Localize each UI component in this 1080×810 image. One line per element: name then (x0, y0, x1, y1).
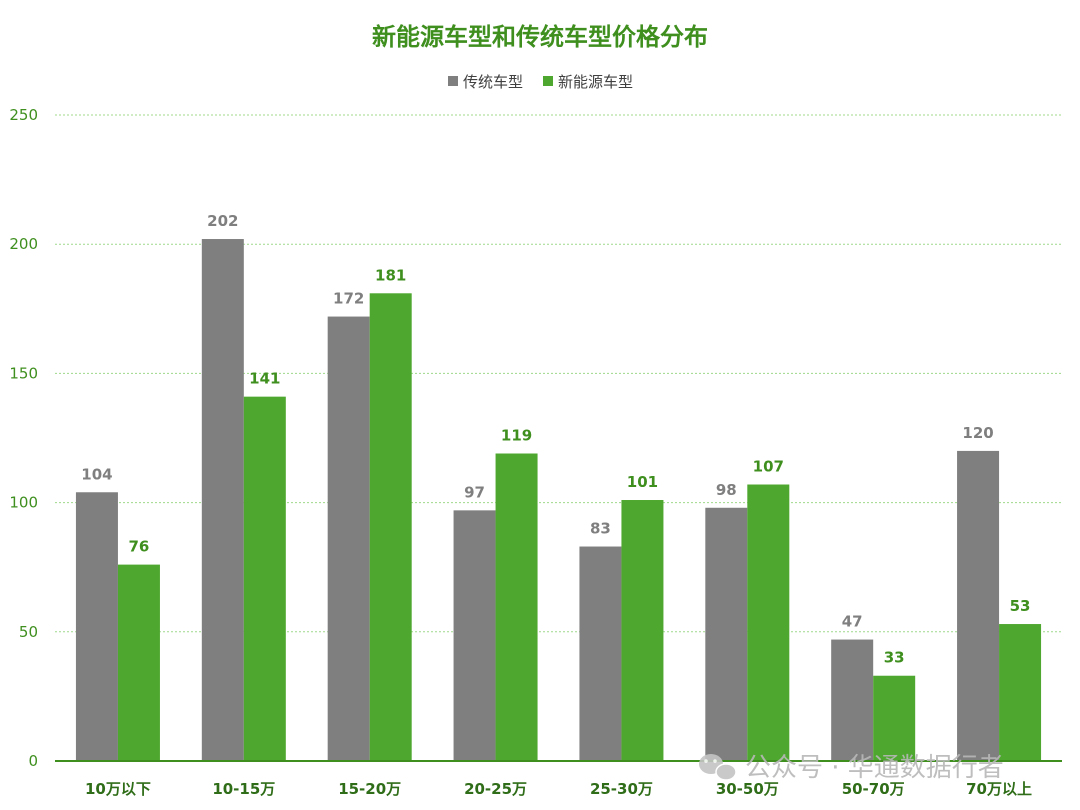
bar-traditional (957, 450, 1000, 761)
y-tick-label: 100 (9, 494, 38, 512)
y-axis: 0 50 100 150 200 250 (9, 106, 38, 770)
bar-nev (243, 396, 286, 761)
data-label-traditional: 172 (333, 290, 364, 308)
bar-traditional (453, 510, 496, 761)
x-axis: 10万以下 10-15万 15-20万 20-25万 25-30万 30-50万 50-70… (55, 760, 1062, 798)
y-tick-label: 50 (19, 623, 38, 641)
bar-traditional (75, 492, 118, 761)
legend-label: 传统车型 (463, 73, 523, 91)
legend-swatch (543, 76, 553, 86)
data-label-nev: 119 (501, 427, 532, 445)
x-tick-label: 30-50万 (716, 780, 779, 798)
data-label-traditional: 98 (716, 481, 737, 499)
x-tick-label: 10-15万 (212, 780, 275, 798)
data-label-traditional: 97 (464, 483, 485, 501)
watermark-text: 公众号 · 华通数据行者 (745, 753, 1004, 783)
bar-nev (747, 484, 790, 761)
data-label-nev: 33 (884, 649, 905, 667)
x-tick-label: 10万以下 (85, 780, 151, 798)
y-tick-label: 200 (9, 235, 38, 253)
y-tick-label: 0 (28, 752, 38, 770)
bar-nev (999, 624, 1042, 761)
data-label-traditional: 120 (962, 424, 993, 442)
legend-label: 新能源车型 (558, 73, 633, 91)
wechat-icon (699, 754, 737, 781)
data-label-nev: 101 (627, 473, 658, 491)
bar-traditional (831, 639, 874, 761)
data-label-traditional: 202 (207, 212, 238, 230)
bars (75, 239, 1042, 762)
data-label-nev: 76 (129, 538, 150, 556)
data-label-traditional: 83 (590, 520, 611, 538)
data-label-nev: 181 (375, 266, 406, 284)
y-tick-label: 150 (9, 364, 38, 382)
data-label-traditional: 104 (81, 465, 112, 483)
legend-swatch (448, 76, 458, 86)
chart-title: 新能源车型和传统车型价格分布 (372, 23, 708, 51)
x-tick-label: 15-20万 (338, 780, 401, 798)
data-label-nev: 107 (753, 458, 784, 476)
bar-nev (873, 675, 916, 761)
bar-traditional (327, 316, 370, 761)
data-label-nev: 53 (1010, 597, 1031, 615)
x-tick-label: 25-30万 (590, 780, 653, 798)
x-tick-label: 70万以上 (966, 780, 1032, 798)
watermark: 公众号 · 华通数据行者 (699, 753, 1004, 783)
bar-nev (495, 453, 538, 761)
data-label-nev: 141 (249, 370, 280, 388)
bar-traditional (705, 507, 748, 761)
data-label-traditional: 47 (842, 613, 863, 631)
bar-nev (369, 293, 412, 761)
x-tick-label: 50-70万 (842, 780, 905, 798)
data-labels: 104 76 202 141 172 181 97 119 83 101 98 107 47 33 120 5… (81, 212, 1030, 667)
bar-nev (621, 500, 664, 761)
legend: 传统车型 新能源车型 (448, 73, 633, 91)
bar-traditional (201, 239, 244, 762)
x-tick-label: 20-25万 (464, 780, 527, 798)
y-tick-label: 250 (9, 106, 38, 124)
bar-traditional (579, 546, 622, 761)
bar-nev (117, 564, 160, 761)
